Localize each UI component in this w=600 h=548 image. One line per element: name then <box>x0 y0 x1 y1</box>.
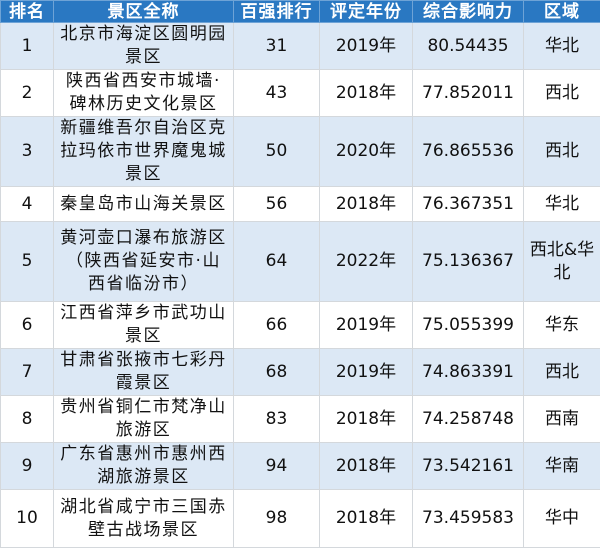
name-cell: 贵州省铜仁市梵净山 旅游区 <box>54 396 234 443</box>
top100-cell: 66 <box>234 302 320 349</box>
header-region: 区域 <box>524 1 600 23</box>
region-cell: 华东 <box>524 302 600 349</box>
rank-cell: 4 <box>1 187 54 222</box>
name-cell: 北京市海淀区圆明园 景区 <box>54 23 234 70</box>
name-cell: 新疆维吾尔自治区克 拉玛依市世界魔鬼城 景区 <box>54 117 234 187</box>
name-cell: 甘肃省张掖市七彩丹 霞景区 <box>54 349 234 396</box>
top100-cell: 98 <box>234 490 320 548</box>
year-cell: 2018年 <box>320 396 413 443</box>
year-cell: 2019年 <box>320 349 413 396</box>
name-cell: 江西省萍乡市武功山 景区 <box>54 302 234 349</box>
rank-cell: 10 <box>1 490 54 548</box>
region-cell: 华中 <box>524 490 600 548</box>
year-cell: 2022年 <box>320 222 413 302</box>
name-cell: 湖北省咸宁市三国赤 壁古战场景区 <box>54 490 234 548</box>
name-cell: 秦皇岛市山海关景区 <box>54 187 234 222</box>
rank-cell: 6 <box>1 302 54 349</box>
score-cell: 73.459583 <box>413 490 524 548</box>
header-year: 评定年份 <box>320 1 413 23</box>
top100-cell: 64 <box>234 222 320 302</box>
top100-cell: 83 <box>234 396 320 443</box>
region-cell: 西南 <box>524 396 600 443</box>
name-cell: 广东省惠州市惠州西 湖旅游景区 <box>54 443 234 490</box>
name-cell: 黄河壶口瀑布旅游区 （陕西省延安市·山 西省临汾市） <box>54 222 234 302</box>
region-cell: 华南 <box>524 443 600 490</box>
year-cell: 2018年 <box>320 187 413 222</box>
region-cell: 西北 <box>524 349 600 396</box>
year-cell: 2020年 <box>320 117 413 187</box>
region-cell: 西北&华 北 <box>524 222 600 302</box>
score-cell: 75.055399 <box>413 302 524 349</box>
score-cell: 73.542161 <box>413 443 524 490</box>
score-cell: 80.54435 <box>413 23 524 70</box>
year-cell: 2019年 <box>320 302 413 349</box>
header-row: 排名 景区全称 百强排行 评定年份 综合影响力 区域 <box>1 1 600 23</box>
top100-cell: 56 <box>234 187 320 222</box>
score-cell: 74.863391 <box>413 349 524 396</box>
score-cell: 76.865536 <box>413 117 524 187</box>
year-cell: 2019年 <box>320 23 413 70</box>
score-cell: 74.258748 <box>413 396 524 443</box>
top100-cell: 31 <box>234 23 320 70</box>
year-cell: 2018年 <box>320 490 413 548</box>
year-cell: 2018年 <box>320 443 413 490</box>
score-cell: 75.136367 <box>413 222 524 302</box>
rank-cell: 5 <box>1 222 54 302</box>
score-cell: 76.367351 <box>413 187 524 222</box>
rank-cell: 3 <box>1 117 54 187</box>
region-cell: 西北 <box>524 117 600 187</box>
region-cell: 西北 <box>524 70 600 117</box>
rank-cell: 2 <box>1 70 54 117</box>
score-cell: 77.852011 <box>413 70 524 117</box>
top100-cell: 43 <box>234 70 320 117</box>
region-cell: 华北 <box>524 187 600 222</box>
rank-cell: 9 <box>1 443 54 490</box>
rank-cell: 7 <box>1 349 54 396</box>
header-name: 景区全称 <box>54 1 234 23</box>
region-cell: 华北 <box>524 23 600 70</box>
top100-cell: 68 <box>234 349 320 396</box>
name-cell: 陕西省西安市城墙· 碑林历史文化景区 <box>54 70 234 117</box>
year-cell: 2018年 <box>320 70 413 117</box>
header-rank: 排名 <box>1 1 54 23</box>
rank-cell: 8 <box>1 396 54 443</box>
rank-cell: 1 <box>1 23 54 70</box>
header-score: 综合影响力 <box>413 1 524 23</box>
header-top100: 百强排行 <box>234 1 320 23</box>
top100-cell: 50 <box>234 117 320 187</box>
top100-cell: 94 <box>234 443 320 490</box>
